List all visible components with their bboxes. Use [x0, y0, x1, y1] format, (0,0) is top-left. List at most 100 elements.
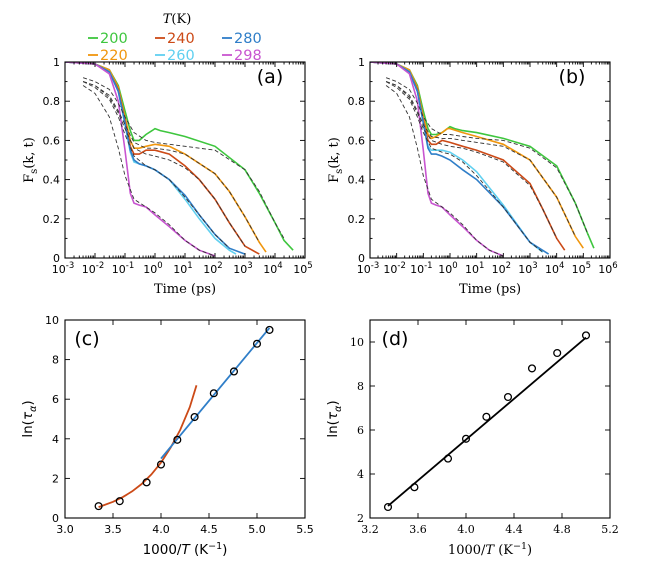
tick-base: 10 — [465, 263, 479, 276]
ylabel-rest: (k, t) — [327, 137, 342, 169]
fit-line-arrhenius-fit — [387, 336, 587, 507]
tick-base: 10 — [410, 263, 424, 276]
tick-base: 10 — [518, 263, 532, 276]
ylabel-rest: (k, t) — [22, 137, 37, 169]
x-tick-label: 105 — [293, 261, 312, 276]
fit-line-0 — [385, 77, 589, 235]
panel-label: (b) — [559, 66, 586, 88]
legend-label-280: 280 — [234, 31, 262, 47]
fit-line-2 — [82, 81, 246, 247]
fit-line-1 — [82, 81, 260, 243]
x-tick-label: 103 — [518, 261, 537, 276]
series-line-280 — [370, 62, 550, 255]
x-axis-title: 1000/T (K−1) — [143, 541, 228, 558]
x-tick-label: 3.0 — [56, 523, 74, 536]
plot-area — [94, 325, 274, 511]
series-line-220 — [370, 62, 584, 249]
tick-exponent: 5 — [586, 261, 591, 271]
series-line-298 — [370, 62, 504, 257]
y-tick-label: 0.4 — [348, 174, 366, 187]
tick-base: 10 — [143, 263, 157, 276]
x-tick-label: 10-2 — [383, 261, 405, 276]
y-tick-label: 0 — [52, 512, 59, 525]
ylabel-part: ln( — [20, 420, 36, 438]
x-tick-label: 5.0 — [248, 523, 266, 536]
xlabel-part: T — [181, 542, 191, 558]
x-tick-label: 5.2 — [601, 523, 619, 536]
xlabel-part: ) — [527, 543, 532, 558]
tick-base: 10 — [383, 263, 397, 276]
tick-exponent: 4 — [277, 261, 282, 271]
tick-base: 10 — [572, 263, 586, 276]
y-tick-label: 6 — [357, 424, 364, 437]
fit-line-4 — [82, 85, 216, 257]
x-axis-title: 1000/T (K−1) — [448, 541, 532, 558]
y-tick-label: 2 — [52, 472, 59, 485]
y-axis-title: ln(τα) — [20, 400, 39, 437]
data-point — [443, 454, 453, 463]
x-tick-label: 3.6 — [409, 523, 427, 536]
legend-label-220: 220 — [100, 48, 128, 64]
fit-line-1 — [385, 81, 576, 237]
data-point — [94, 502, 103, 511]
xlabel-part: (K — [494, 543, 513, 558]
tick-exponent: 1 — [479, 261, 484, 271]
tick-exponent: 5 — [307, 261, 312, 271]
x-tick-label: 4.0 — [152, 523, 170, 536]
ylabel-main: F — [22, 174, 37, 183]
x-tick-label: 104 — [263, 261, 282, 276]
ylabel-sub: s — [334, 169, 345, 174]
panel-a: 10-3 10-2 10-1 100 101 102 103 104 10500.20.40.6… — [22, 56, 313, 297]
axis-frame — [64, 319, 306, 519]
x-tick-label: 4.8 — [553, 523, 571, 536]
y-tick-label: 10 — [45, 314, 59, 327]
tick-base: 10 — [82, 263, 96, 276]
x-tick-label: 10-1 — [112, 261, 134, 276]
y-tick-label: 6 — [52, 393, 59, 406]
tick-exponent: -3 — [66, 261, 74, 271]
panel-label: (a) — [257, 66, 283, 88]
tick-base: 10 — [293, 263, 307, 276]
y-tick-label: 0.2 — [43, 213, 61, 226]
data-point — [553, 348, 562, 358]
data-point — [503, 392, 513, 402]
y-tick-label: 8 — [357, 380, 364, 393]
series-line-280 — [65, 62, 246, 255]
axis-frame — [369, 61, 611, 259]
data-point — [229, 367, 239, 376]
y-tick-label: 0.4 — [43, 174, 61, 187]
xlabel-part: ) — [222, 542, 227, 558]
tick-base: 10 — [545, 263, 559, 276]
series-line-200 — [65, 62, 294, 251]
fit-line-3 — [82, 81, 230, 249]
axis-frame — [64, 61, 306, 259]
legend-label-298: 298 — [234, 48, 262, 64]
y-tick-label: 0.2 — [348, 213, 366, 226]
tick-exponent: 0 — [157, 261, 162, 271]
tick-exponent: 3 — [532, 261, 537, 271]
panel-b: 10-3 10-2 10-1 100 101 102 103 104 105 10600.20.4… — [327, 56, 618, 297]
plot-area — [383, 331, 591, 512]
fit-line-arrhenius-fit — [160, 327, 271, 460]
tick-base: 10 — [233, 263, 247, 276]
ylabel-part: ) — [20, 400, 36, 405]
x-tick-label: 100 — [143, 261, 162, 276]
tick-exponent: 2 — [217, 261, 222, 271]
ylabel-part: ) — [325, 400, 341, 405]
tick-base: 10 — [203, 263, 217, 276]
y-tick-label: 1 — [358, 56, 365, 69]
data-point — [173, 435, 182, 444]
xlabel-part: T — [485, 543, 495, 558]
x-tick-label: 101 — [173, 261, 192, 276]
x-tick-label: 10-3 — [52, 261, 74, 276]
legend-title-var: T — [163, 12, 173, 27]
y-tick-label: 2 — [357, 512, 364, 525]
y-axis-title: Fs(k, t) — [22, 137, 40, 183]
x-tick-label: 5.5 — [296, 523, 314, 536]
x-tick-label: 4.0 — [457, 523, 475, 536]
fit-line-3 — [385, 81, 543, 253]
tick-exponent: 4 — [559, 261, 564, 271]
y-tick-label: 0.8 — [348, 95, 366, 108]
x-tick-label: 104 — [545, 261, 564, 276]
